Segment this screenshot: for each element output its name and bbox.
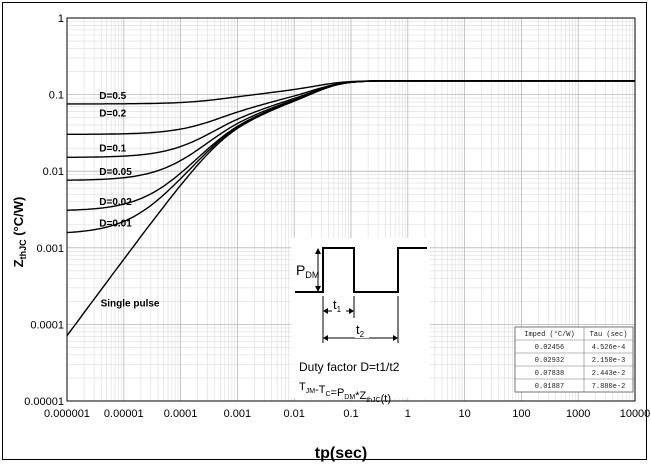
junction-temperature-formula: TJM-TC=PDM*ZthJC(t) bbox=[299, 381, 391, 405]
y-tick-label: 0.0001 bbox=[30, 319, 64, 331]
t2-label-bg bbox=[355, 325, 369, 338]
curve-d-0-02-label: D=0.02 bbox=[99, 197, 132, 208]
curves bbox=[66, 80, 635, 337]
pulse-height-arrow-head-bottom bbox=[315, 286, 321, 292]
curve-labels: D=0.5 D=0.2 D=0.1 D=0.05 D=0.02 D=0.01 Single … bbox=[99, 91, 160, 310]
table-header-cell: Tau (sec) bbox=[590, 331, 628, 339]
x-tick-label: 0.001 bbox=[224, 408, 252, 420]
y-tick-label: 0.00001 bbox=[24, 396, 64, 408]
foster-parameter-table: Imped (°C/W) Tau (sec) 0.02456 4.526e-4 0.02… bbox=[514, 326, 634, 393]
x-tick-label: 0.000001 bbox=[44, 408, 90, 420]
y-axis-title-unit: (°C/W) bbox=[11, 197, 26, 240]
t1-arrow-right bbox=[349, 308, 354, 314]
y-tick-label: 0.01 bbox=[43, 166, 64, 178]
table-cell: 0.02456 bbox=[535, 344, 564, 352]
table-cell: 4.526e-4 bbox=[592, 344, 626, 352]
table-cell: 2.443e-2 bbox=[592, 370, 626, 378]
table-cell: 2.150e-3 bbox=[592, 357, 626, 365]
table-cell: 7.880e-2 bbox=[592, 383, 626, 391]
x-tick-labels: 0.000001 0.00001 0.0001 0.001 0.01 0.1 1 10 100 1… bbox=[44, 408, 650, 420]
table-cell: 0.07838 bbox=[535, 370, 564, 378]
y-tick-label: 0.1 bbox=[49, 90, 64, 102]
table-background bbox=[514, 326, 634, 393]
pulse-waveform bbox=[295, 247, 427, 293]
x-tick-label: 0.00001 bbox=[104, 408, 144, 420]
x-tick-label: 1000 bbox=[566, 408, 590, 420]
y-tick-label: 0.001 bbox=[36, 243, 64, 255]
inset-background bbox=[291, 238, 430, 398]
t1-label: t1 bbox=[333, 297, 342, 314]
y-axis-title-main: Z bbox=[11, 259, 26, 267]
curve-single-pulse-label: Single pulse bbox=[101, 299, 160, 310]
duty-factor-text: Duty factor D=t1/t2 bbox=[299, 360, 400, 374]
x-tick-label: 0.01 bbox=[283, 408, 304, 420]
table-cell: 0.01887 bbox=[535, 383, 564, 391]
x-tick-label: 10 bbox=[458, 408, 470, 420]
y-tick-label: 1 bbox=[58, 13, 64, 25]
y-axis-title: ZthJC (°C/W) bbox=[11, 197, 28, 268]
table-header-cell: Imped (°C/W) bbox=[524, 330, 574, 339]
curve-single-pulse bbox=[66, 80, 635, 337]
x-tick-label: 10000 bbox=[620, 408, 651, 420]
curve-d-0-1-label: D=0.1 bbox=[99, 144, 126, 155]
x-tick-label: 1 bbox=[405, 408, 411, 420]
x-tick-label: 100 bbox=[512, 408, 530, 420]
x-axis-title: tp(sec) bbox=[315, 445, 367, 462]
pdm-label: PDM bbox=[296, 262, 319, 280]
t2-arrow-left bbox=[323, 335, 328, 341]
y-tick-labels: 0.00001 0.0001 0.001 0.01 0.1 1 bbox=[24, 13, 64, 408]
curve-d-0-01-label: D=0.01 bbox=[99, 218, 132, 229]
table-cell: 0.02932 bbox=[535, 357, 564, 365]
curve-d-0-05-label: D=0.05 bbox=[99, 167, 132, 178]
pulse-height-arrow-head-top bbox=[315, 248, 321, 254]
duty-cycle-inset: PDM t1 t2 Duty factor D=t1/t2 TJM-TC=PDM… bbox=[291, 238, 430, 405]
t2-arrow-right bbox=[393, 335, 398, 341]
chart-frame bbox=[2, 2, 647, 460]
t2-label: t2 bbox=[356, 322, 365, 339]
curve-d-0-2-label: D=0.2 bbox=[99, 108, 126, 119]
x-tick-label: 0.0001 bbox=[164, 408, 198, 420]
t1-label-bg bbox=[332, 298, 346, 312]
t1-arrow-left bbox=[323, 308, 328, 314]
x-tick-label: 0.1 bbox=[343, 408, 358, 420]
y-axis-title-sub: thJC bbox=[18, 239, 28, 260]
curve-d-0-5-label: D=0.5 bbox=[99, 91, 126, 102]
